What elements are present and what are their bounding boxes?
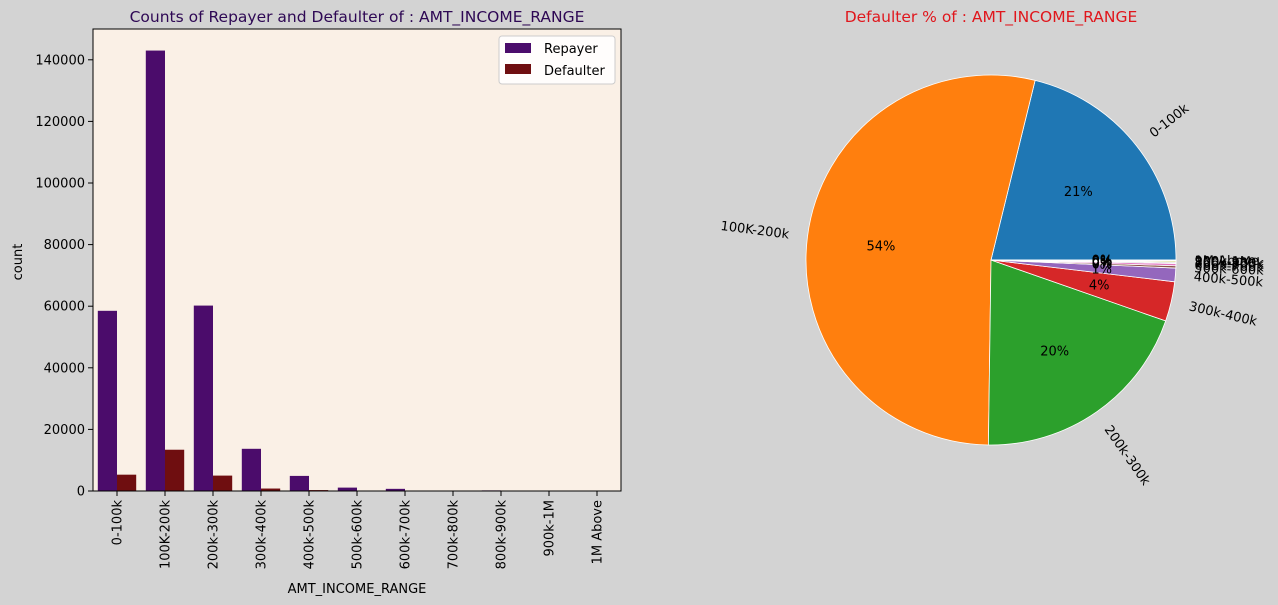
y-tick-label: 120000 [35,115,85,130]
pie-pct-label: 0% [1092,255,1113,270]
pie-pct-label: 0% [1092,254,1113,269]
pie-category-label: 400k-500k [1193,270,1264,291]
pie-pct-label: 54% [866,239,895,254]
x-axis-ticks: 0-100k 100K-200k 200k-300k 300k-400k 400k-50… [111,491,606,569]
pie-pct-label: 0% [1092,254,1113,269]
pie-wedge-1 [805,74,1036,446]
bar-repayer-3 [241,448,261,491]
bar-repayer-2 [193,305,213,491]
bar-series [97,50,617,492]
pie-labels: 21% 0-100k 54% 100K-200k 20% 200k-300k 4% 300k-… [720,101,1265,489]
bar-defaulter-2 [213,475,233,491]
x-tick-label: 500k-600k [351,500,366,570]
pie-category-label: 100K-200k [720,219,791,243]
bar-repayer-4 [289,475,309,491]
plot-area-background [93,29,621,491]
pie-category-label: 200k-300k [1101,423,1153,489]
y-tick-label: 40000 [44,361,85,376]
bar-repayer-1 [145,50,165,492]
pie-category-label: 900k-1M [1194,254,1251,269]
pie-category-label: 0-100k [1147,101,1192,141]
pie-category-label: 700k-800k [1194,257,1264,273]
y-tick-label: 0 [77,485,85,500]
bar-repayer-5 [337,487,357,491]
legend: Repayer Defaulter [498,35,616,85]
bar-chart-title: Counts of Repayer and Defaulter of : AMT… [130,8,585,27]
pie-pct-label: 0% [1092,258,1113,273]
bar-defaulter-1 [165,449,185,491]
x-tick-label: 1M Above [591,500,606,564]
legend-label-defaulter: Defaulter [544,64,605,79]
plot-area-frame [92,28,622,492]
bar-chart: Counts of Repayer and Defaulter of : AMT… [11,8,622,597]
pie-category-label: 600k-700k [1194,259,1264,276]
y-tick-label: 140000 [35,53,85,68]
legend-label-repayer: Repayer [544,42,598,57]
y-tick-label: 20000 [44,423,85,438]
pie-wedge-0 [990,79,1177,261]
x-tick-label: 0-100k [111,500,126,546]
x-axis-label: AMT_INCOME_RANGE [288,582,427,597]
pie-wedges [805,74,1177,446]
y-tick-label: 60000 [44,300,85,315]
pie-pct-label: 0% [1092,256,1113,271]
y-axis-ticks: 0 20000 40000 60000 80000 100000 120000 140000 [35,53,93,500]
bar-repayer-6 [385,488,405,491]
bar-defaulter-0 [117,474,137,491]
legend-swatch-repayer [505,43,531,53]
pie-chart-title: Defaulter % of : AMT_INCOME_RANGE [845,8,1138,27]
bar-repayer-0 [97,310,117,491]
bar-defaulter-3 [261,488,281,491]
pie-wedge-10 [990,259,1177,261]
y-tick-label: 100000 [35,177,85,192]
x-tick-label: 200k-300k [207,500,222,570]
x-tick-label: 400k-500k [303,500,318,570]
x-tick-label: 700k-800k [447,500,462,570]
x-tick-label: 800k-900k [495,500,510,570]
x-tick-label: 300k-400k [255,500,270,570]
pie-wedge-2 [988,259,1167,446]
legend-swatch-defaulter [505,64,531,74]
pie-pct-label: 20% [1040,344,1069,359]
x-tick-label: 600k-700k [399,500,414,570]
y-tick-label: 80000 [44,238,85,253]
x-tick-label: 900k-1M [543,500,558,557]
pie-category-label: 300k-400k [1187,299,1258,329]
pie-category-label: 1M Above [1194,254,1258,269]
pie-pct-label: 4% [1089,278,1110,293]
pie-chart: Defaulter % of : AMT_INCOME_RANGE 21% 0-1… [720,8,1265,489]
x-tick-label: 100K-200k [159,500,174,569]
pie-pct-label: 21% [1064,185,1093,200]
pie-category-label: 800k-900k [1194,255,1264,271]
y-axis-label: count [11,244,26,281]
pie-pct-label: 0% [1092,255,1113,270]
pie-category-label: 500k-600k [1194,261,1264,279]
pie-pct-label: 1% [1091,262,1112,277]
